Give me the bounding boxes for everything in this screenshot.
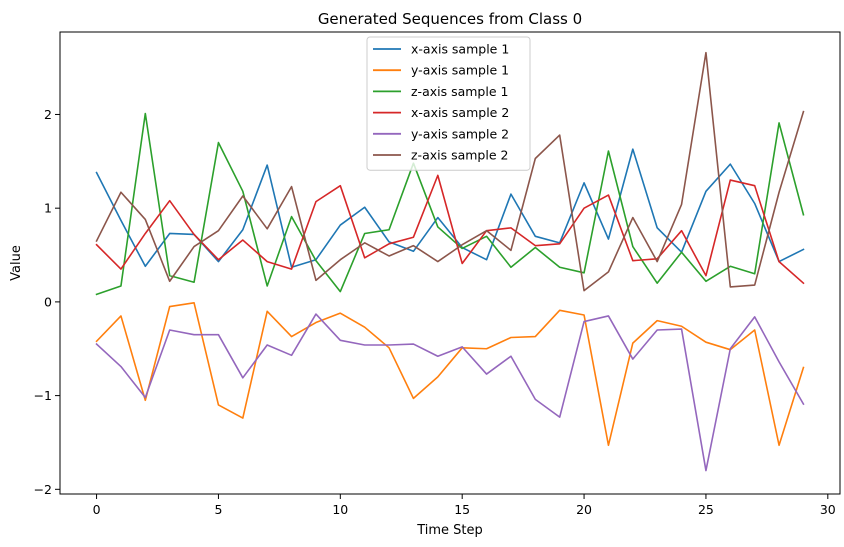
legend-label: x-axis sample 1 (411, 42, 509, 57)
x-axis-label: Time Step (416, 523, 483, 538)
series-line-z-axis-sample-2 (95, 51, 805, 292)
y-tick-label: 1 (44, 201, 52, 216)
series-line-y-axis-sample-2 (95, 313, 805, 472)
series-line-y-axis-sample-1 (95, 302, 805, 447)
y-tick-label: 2 (44, 107, 52, 122)
series-line-x-axis-sample-2 (95, 174, 805, 285)
legend-label: z-axis sample 1 (411, 84, 508, 99)
series-layer (95, 51, 805, 472)
y-axis-label: Value (9, 245, 24, 281)
y-axis: −2 −1 0 1 2 (34, 107, 60, 497)
y-tick-label: −1 (34, 388, 52, 403)
legend-label: y-axis sample 1 (411, 63, 509, 78)
y-tick-label: −2 (34, 482, 52, 497)
series-line-x-axis-sample-1 (95, 148, 805, 269)
series-line-z-axis-sample-1 (95, 112, 805, 296)
x-tick-label: 10 (332, 502, 348, 517)
chart-title: Generated Sequences from Class 0 (318, 10, 582, 28)
x-tick-label: 0 (93, 502, 101, 517)
x-tick-label: 20 (576, 502, 592, 517)
x-tick-label: 5 (214, 502, 222, 517)
x-tick-label: 30 (820, 502, 836, 517)
legend-label: z-axis sample 2 (411, 148, 508, 163)
legend-box (366, 36, 531, 171)
x-tick-label: 25 (698, 502, 714, 517)
plot-frame (59, 31, 841, 495)
x-tick-label: 15 (454, 502, 470, 517)
legend-label: x-axis sample 2 (411, 105, 509, 120)
x-axis: 0 5 10 15 20 25 30 (93, 494, 836, 517)
y-tick-label: 0 (44, 294, 52, 309)
legend-label: y-axis sample 2 (411, 126, 509, 141)
legend: x-axis sample 1 y-axis sample 1 z-axis sam… (366, 36, 531, 171)
